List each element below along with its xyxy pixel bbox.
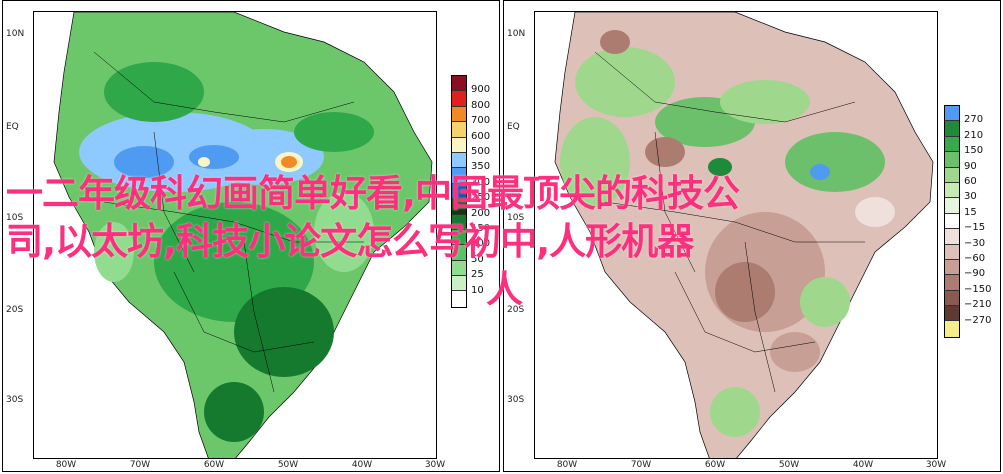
colorbar-label: 90 [964, 160, 977, 172]
colorbar-swatch [452, 245, 466, 261]
colorbar-label: 60 [964, 176, 977, 187]
colorbar-swatch [452, 106, 466, 123]
lat-label: EQ [507, 122, 520, 132]
colorbar-swatch [452, 122, 466, 138]
colorbar-label: 270 [964, 114, 984, 126]
colorbar-label: 300 [471, 176, 491, 188]
precip-blobs [79, 62, 374, 442]
colorbar-swatch [945, 275, 959, 291]
colorbar-label: 10 [471, 284, 484, 296]
overlay-title: 一二年级科幻画简单好看,中国最顶尖的科技公 司,以太坊,科技小论文怎么写初中,人… [6, 170, 996, 314]
colorbar-label: 500 [471, 146, 491, 157]
colorbar-swatch [452, 152, 466, 169]
colorbar-label: −15 [964, 222, 986, 234]
lat-label: 30S [6, 395, 24, 405]
colorbar-swatch [945, 106, 959, 122]
colorbar-swatch [945, 244, 959, 260]
colorbar-swatch [452, 260, 466, 277]
colorbar-swatch [452, 276, 466, 292]
lon-label: 40W [852, 460, 874, 470]
colorbar-label: −90 [964, 268, 986, 280]
colorbar-label: 30 [964, 191, 977, 203]
precip-map-canvas [53, 12, 433, 458]
colorbar-swatch [945, 321, 959, 337]
colorbar-swatch [945, 290, 959, 307]
colorbar-swatch [452, 91, 466, 107]
colorbar-label: 700 [471, 115, 491, 127]
colorbar-label: −150 [964, 283, 992, 295]
colorbar-swatch [945, 136, 959, 153]
colorbar-swatch [945, 306, 959, 322]
lat-label: 30S [507, 395, 525, 405]
colorbar-label: 210 [964, 129, 984, 141]
lat-label: 20S [6, 305, 24, 315]
lat-label: 10S [507, 213, 525, 223]
colorbar-label: 800 [471, 99, 491, 111]
colorbar-label: 250 [471, 192, 491, 204]
lon-label: 60W [704, 460, 726, 470]
colorbar-label: 150 [471, 223, 491, 234]
colorbar-swatch [945, 152, 959, 168]
lat-label: 10N [507, 29, 526, 39]
map-panel-left: 10N EQ 10S 20S 30S [2, 0, 500, 472]
colorbar-swatch [452, 291, 466, 307]
colorbar-swatch [452, 229, 466, 246]
lat-label: 10S [6, 213, 24, 223]
colorbar-swatch [452, 137, 466, 153]
colorbar-label: 200 [471, 207, 491, 219]
colorbar-swatch [945, 213, 959, 230]
anomaly-map [534, 11, 938, 459]
lon-label: 30W [424, 460, 446, 470]
lon-label: 70W [129, 460, 151, 470]
colorbar-label: 25 [471, 269, 484, 281]
border-lines [594, 51, 865, 393]
colorbar-label: −270 [964, 314, 992, 326]
colorbar-label: 900 [471, 84, 491, 96]
overlay-title-line: 司,以太坊,科技小论文怎么写初中,人形机器 [6, 220, 694, 263]
colorbar-precip [451, 75, 467, 308]
lon-label: 80W [55, 460, 77, 470]
lon-label: 50W [277, 460, 299, 470]
colorbar-swatch [945, 259, 959, 276]
colorbar-swatch [945, 167, 959, 183]
overlay-title-line: 一二年级科幻画简单好看,中国最顶尖的科技公 [6, 172, 740, 215]
colorbar-label: 600 [471, 130, 491, 142]
anomaly-blobs [560, 30, 895, 437]
lat-label: EQ [6, 122, 19, 132]
border-lines [93, 51, 364, 393]
lon-label: 40W [351, 460, 373, 470]
colorbar-swatch [452, 199, 466, 215]
lon-label: 70W [630, 460, 652, 470]
lat-label: 10N [6, 29, 25, 39]
precip-map [33, 11, 437, 459]
overlay-title-line: 人 [486, 268, 523, 311]
anomaly-map-canvas [554, 12, 934, 458]
colorbar-label: 350 [471, 161, 491, 173]
colorbar-label: −210 [964, 299, 992, 311]
colorbar-swatch [945, 121, 959, 137]
colorbar-swatch [452, 214, 466, 230]
colorbar-swatch [452, 168, 466, 184]
colorbar-swatch [945, 198, 959, 214]
colorbar-label: −60 [964, 253, 986, 264]
colorbar-anomaly [944, 105, 960, 338]
colorbar-label: 100 [471, 238, 491, 250]
colorbar-swatch [452, 183, 466, 200]
colorbar-label: 150 [964, 145, 984, 157]
colorbar-swatch [945, 229, 959, 245]
colorbar-label: 15 [964, 206, 977, 218]
colorbar-swatch [452, 76, 466, 92]
lat-label: 20S [507, 305, 525, 315]
lon-label: 60W [203, 460, 225, 470]
map-panel-right: 10N EQ 10S 20S 30S [503, 0, 1001, 472]
lon-label: 30W [925, 460, 947, 470]
lon-label: 50W [778, 460, 800, 470]
colorbar-swatch [945, 182, 959, 199]
colorbar-label: −30 [964, 237, 986, 249]
lon-label: 80W [556, 460, 578, 470]
colorbar-label: 50 [471, 253, 484, 265]
